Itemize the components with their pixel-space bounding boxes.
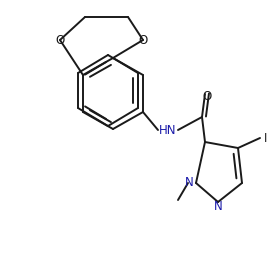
Text: O: O [55, 34, 65, 46]
Text: O: O [202, 89, 212, 103]
Text: N: N [185, 177, 194, 189]
Text: O: O [138, 34, 148, 46]
Text: HN: HN [159, 123, 177, 136]
Text: N: N [214, 200, 222, 213]
Text: I: I [264, 132, 267, 145]
